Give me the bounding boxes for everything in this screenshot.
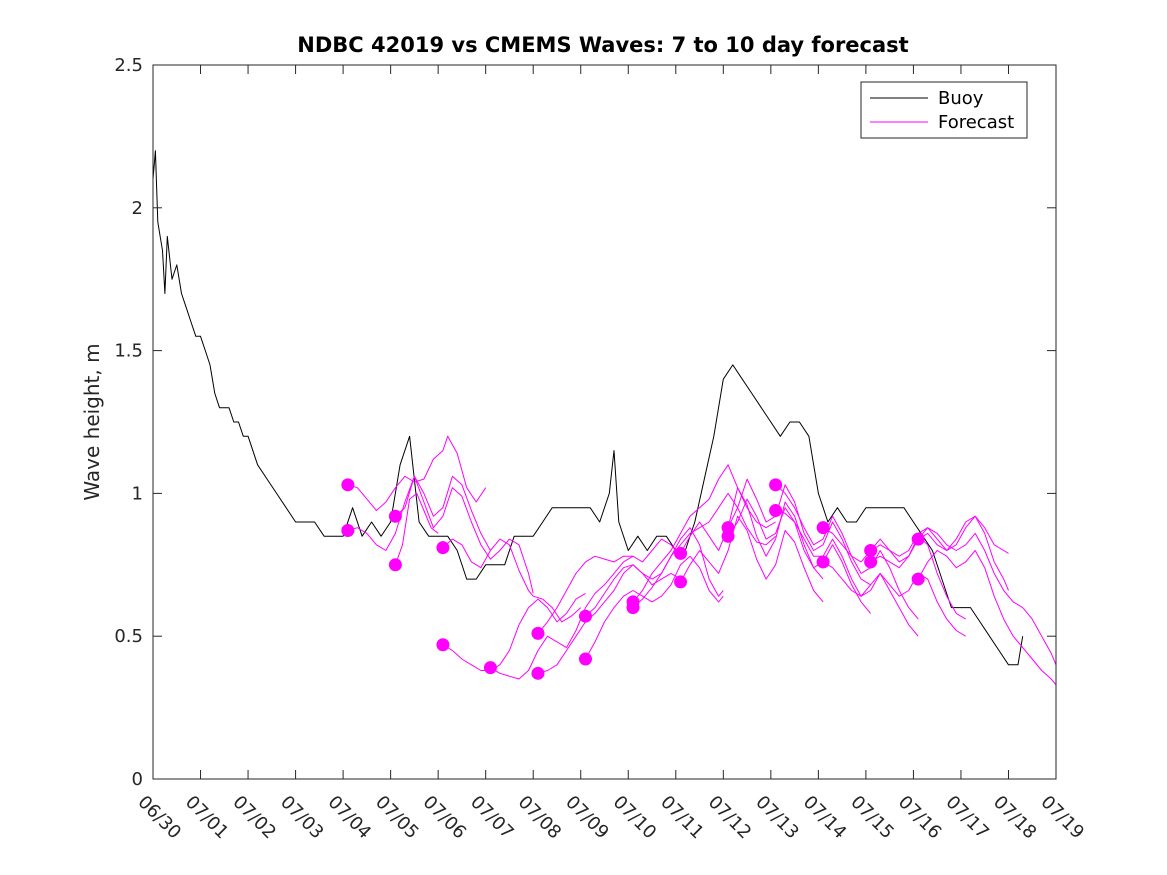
- legend-buoy-label: Buoy: [938, 88, 984, 109]
- buoy-series-line: [152, 150, 1024, 666]
- forecast-series-line: [632, 492, 776, 608]
- plot-area-frame: [152, 64, 1057, 780]
- forecast-dot-layer: [341, 478, 925, 680]
- forecast-series-line: [680, 515, 824, 603]
- forecast-series-line: [442, 592, 586, 671]
- forecast-start-dot: [864, 555, 878, 569]
- forecast-start-dot: [578, 652, 592, 666]
- forecast-series-line: [775, 484, 919, 620]
- y-axis-label: Wave height, m: [80, 343, 104, 500]
- forecast-start-dot: [816, 555, 830, 569]
- forecast-series-line: [490, 555, 634, 680]
- forecast-start-dot: [341, 524, 355, 538]
- chart-title: NDBC 42019 vs CMEMS Waves: 7 to 10 day f…: [297, 33, 908, 57]
- forecast-start-dot: [674, 546, 688, 560]
- y-tick-label: 0.5: [114, 626, 143, 647]
- plot-area: [153, 65, 1056, 779]
- forecast-start-dot: [388, 509, 402, 523]
- forecast-start-dot: [674, 575, 688, 589]
- forecast-series-line: [347, 435, 487, 511]
- forecast-start-dot: [578, 609, 592, 623]
- forecast-series-line: [442, 538, 582, 623]
- forecast-start-dot: [721, 529, 735, 543]
- y-tick-label: 2: [132, 198, 143, 219]
- legend-box: [860, 81, 1028, 139]
- forecast-series-line: [585, 555, 724, 660]
- forecast-start-dot: [911, 532, 925, 546]
- forecast-start-dot: [341, 478, 355, 492]
- y-tick-label: 1: [132, 483, 143, 504]
- forecast-start-dot: [388, 558, 402, 572]
- forecast-series-line: [347, 475, 491, 551]
- legend-forecast-label: Forecast: [938, 112, 1014, 133]
- forecast-series-line: [727, 498, 871, 614]
- forecast-start-dot: [769, 478, 783, 492]
- forecast-start-dot: [436, 541, 450, 555]
- y-tick-label: 0: [132, 769, 143, 790]
- forecast-series-line: [395, 475, 534, 594]
- forecast-series-line: [537, 564, 681, 674]
- forecast-series-line: [394, 492, 439, 565]
- y-axis-ticks: 0 0.5 1 1.5 2 2.5: [114, 55, 1056, 790]
- forecast-series-line: [537, 538, 681, 634]
- forecast-start-dot: [531, 626, 545, 640]
- series-layer: [152, 150, 1057, 686]
- forecast-series-line: [917, 527, 1057, 665]
- forecast-series-line: [917, 550, 1057, 686]
- forecast-start-dot: [816, 521, 830, 535]
- forecast-series-line: [775, 510, 919, 637]
- forecast-series-line: [822, 561, 966, 637]
- y-tick-label: 1.5: [114, 341, 143, 362]
- forecast-start-dot: [531, 666, 545, 680]
- forecast-series-line: [870, 515, 1009, 569]
- forecast-series-line: [870, 515, 1009, 591]
- forecast-start-dot: [864, 544, 878, 558]
- y-tick-label: 2.5: [114, 55, 143, 76]
- forecast-series-line: [632, 464, 776, 603]
- forecast-series-line: [585, 527, 724, 617]
- forecast-start-dot: [769, 504, 783, 518]
- forecast-start-dot: [626, 601, 640, 615]
- forecast-start-dot: [436, 638, 450, 652]
- forecast-series-line: [822, 527, 966, 620]
- forecast-start-dot: [911, 572, 925, 586]
- legend: Buoy Forecast: [860, 81, 1028, 139]
- forecast-start-dot: [483, 661, 497, 675]
